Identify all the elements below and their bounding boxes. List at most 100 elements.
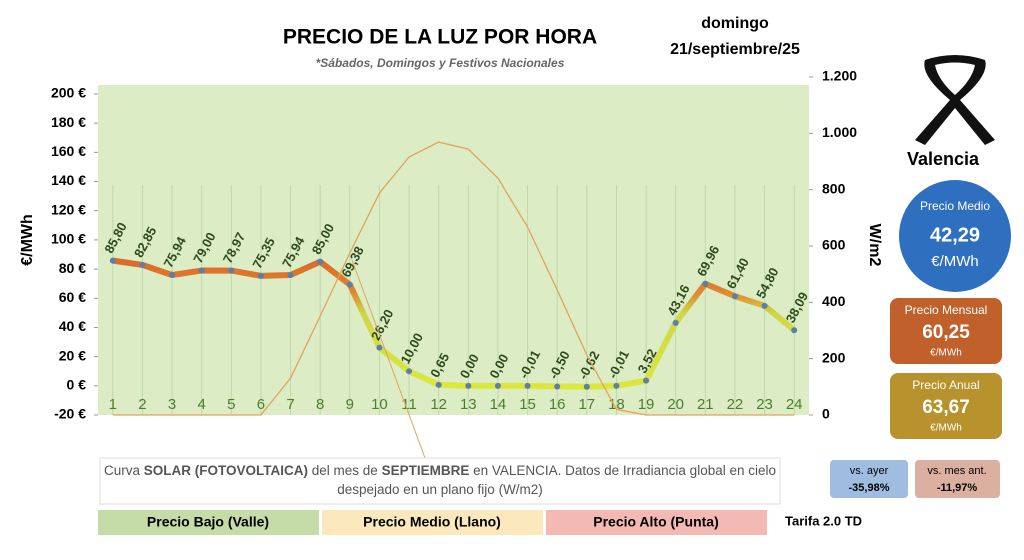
y2-tick-label: 400 — [822, 293, 846, 309]
solar-line — [112, 141, 795, 416]
x-tick-label: 23 — [756, 396, 773, 413]
price-point — [643, 377, 650, 384]
x-tick-label: 6 — [257, 396, 265, 413]
price-point — [672, 319, 679, 326]
x-tick-label: 4 — [198, 396, 206, 413]
x-tick-label: 22 — [727, 396, 744, 413]
price-point — [554, 383, 561, 390]
note-text: del mes de — [308, 463, 382, 478]
price-point — [346, 281, 353, 288]
vs-yesterday-label: vs. ayer — [850, 465, 889, 477]
y2-tick-label: 800 — [822, 180, 846, 196]
price-point — [257, 272, 264, 279]
legend: Precio Bajo (Valle) Precio Medio (Llano) P… — [98, 510, 767, 535]
note-box — [99, 457, 781, 505]
y2-tick-label: 200 — [822, 349, 846, 365]
annual-value: 63,67 — [922, 397, 970, 418]
note: Curva SOLAR (FOTOVOLTAICA) del mes de SE… — [104, 461, 776, 499]
price-point — [791, 327, 798, 334]
note-text: en VALENCIA. Datos de Irradiancia global… — [337, 463, 776, 497]
price-point — [702, 280, 709, 287]
vs-month-value: -11,97% — [937, 482, 978, 494]
y-tick-label: 180 € — [51, 114, 86, 130]
legend-band — [322, 510, 543, 535]
average-value: 42,29 — [930, 224, 980, 246]
leader-line — [351, 259, 426, 459]
average-label: Precio Medio — [920, 199, 990, 213]
price-point — [761, 302, 768, 309]
price-point — [139, 261, 146, 268]
legend-label: Precio Bajo (Valle) — [147, 514, 269, 530]
chart-title: PRECIO DE LA LUZ POR HORA — [283, 26, 597, 49]
legend-label: Precio Alto (Punta) — [593, 514, 719, 530]
annual-box — [890, 373, 1002, 439]
note-text: Curva — [104, 463, 144, 478]
y2-axis-label: W/m2 — [866, 224, 883, 267]
x-tick-label: 24 — [786, 396, 803, 413]
x-tick-label: 14 — [490, 396, 507, 413]
plot-area — [98, 85, 809, 415]
x-tick-label: 9 — [346, 396, 354, 413]
x-tick-label: 5 — [227, 396, 235, 413]
price-point — [198, 267, 205, 274]
y2-tick-label: 600 — [822, 237, 846, 253]
x-tick-label: 11 — [401, 396, 417, 413]
x-tick-label: 7 — [286, 396, 294, 413]
y-tick-label: 20 € — [59, 347, 86, 363]
x-tick-label: 13 — [460, 396, 477, 413]
city: Valencia — [907, 149, 980, 169]
date: 21/septiembre/25 — [670, 41, 800, 58]
price-point — [583, 383, 590, 390]
price-point — [376, 344, 383, 351]
x-tick-label: 15 — [519, 396, 536, 413]
x-tick-label: 12 — [430, 396, 447, 413]
y-tick-label: 100 € — [51, 231, 86, 247]
average-circle — [899, 180, 1011, 292]
monthly-box — [890, 298, 1002, 364]
x-tick-label: 3 — [168, 396, 176, 413]
price-point — [406, 368, 413, 375]
x-tick-label: 8 — [316, 396, 324, 413]
monthly-label: Precio Mensual — [905, 303, 988, 317]
x-tick-label: 20 — [667, 396, 684, 413]
x-tick-label: 18 — [608, 396, 625, 413]
y-tick-label: 80 € — [59, 260, 86, 276]
x-tick-label: 2 — [138, 396, 146, 413]
annual-unit: €/MWh — [930, 423, 962, 434]
legend-band — [546, 510, 767, 535]
y-tick-label: -20 € — [54, 406, 86, 422]
annual-label: Precio Anual — [912, 378, 979, 392]
y-tick-label: 120 € — [51, 201, 86, 217]
vs-yesterday-value: -35,98% — [849, 482, 890, 494]
tariff: Tarifa 2.0 TD — [785, 513, 862, 528]
y-tick-label: 60 € — [59, 289, 86, 305]
x-tick-label: 17 — [578, 396, 595, 413]
ribbon-icon — [915, 55, 995, 145]
x-tick-label: 10 — [371, 396, 388, 413]
price-point — [465, 382, 472, 389]
y2-tick-label: 1.200 — [822, 68, 857, 84]
x-tick-label: 21 — [697, 396, 714, 413]
y-tick-label: 140 € — [51, 172, 86, 188]
x-tick-label: 16 — [549, 396, 566, 413]
legend-band — [98, 510, 319, 535]
note-text: SOLAR (FOTOVOLTAICA) — [143, 463, 309, 478]
y-tick-label: 160 € — [51, 143, 86, 159]
vs-yesterday-box — [830, 460, 908, 498]
day: domingo — [701, 15, 769, 32]
price-point — [524, 382, 531, 389]
price-point — [169, 272, 176, 279]
monthly-value: 60,25 — [922, 322, 970, 343]
y-tick-label: 40 € — [59, 318, 86, 334]
note-text: SEPTIEMBRE — [381, 463, 470, 478]
price-point — [109, 257, 116, 264]
price-point — [287, 272, 294, 279]
price-point — [435, 381, 442, 388]
y-tick-label: 200 € — [51, 85, 86, 101]
price-point — [317, 258, 324, 265]
price-line — [112, 257, 797, 390]
legend-label: Precio Medio (Llano) — [363, 514, 501, 530]
y2-tick-label: 0 — [822, 406, 830, 422]
vs-month-label: vs. mes ant. — [927, 465, 986, 477]
